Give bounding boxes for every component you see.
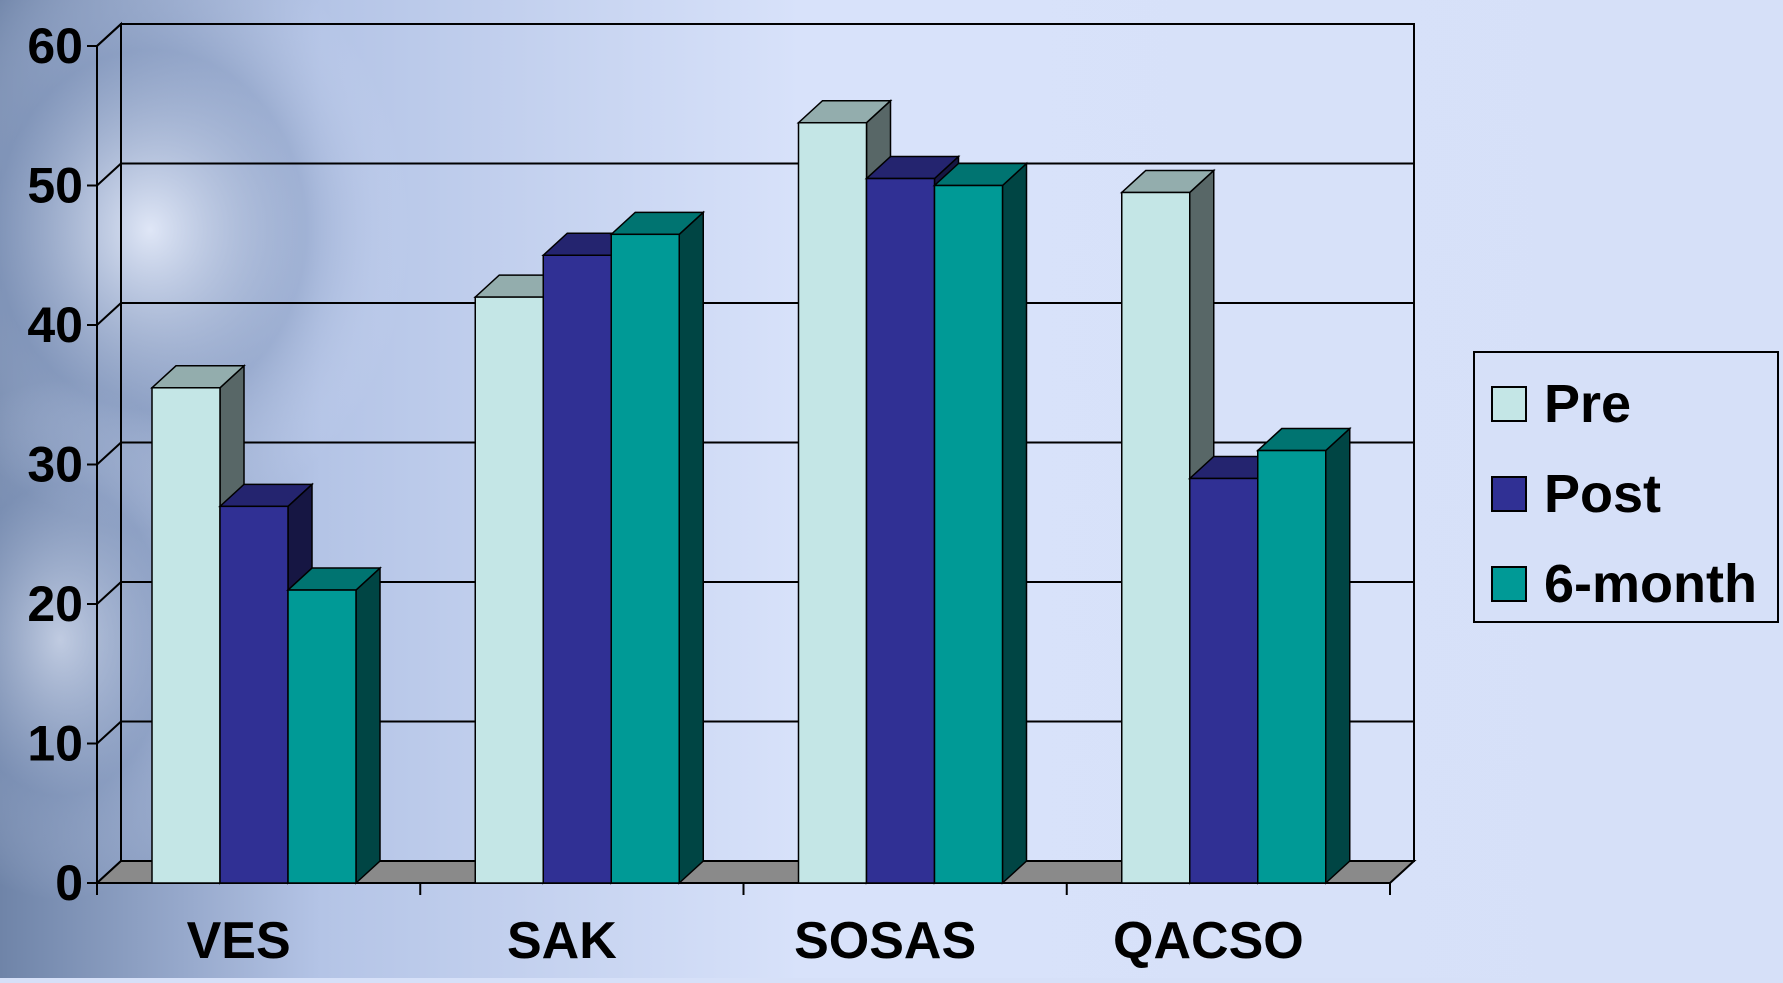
y-tick-label: 60 xyxy=(27,18,83,74)
y-tick-label: 50 xyxy=(27,158,83,214)
legend-label: Post xyxy=(1544,464,1661,524)
gridline-side xyxy=(96,720,122,745)
x-tick-label: QACSO xyxy=(1113,912,1304,970)
bar-6-month-sak xyxy=(609,210,706,885)
y-tick-label: 10 xyxy=(27,716,83,772)
legend-swatch xyxy=(1491,476,1527,512)
bar-6-month-qacso xyxy=(1255,426,1352,885)
legend-swatch xyxy=(1491,566,1527,602)
legend: Pre Post 6-month xyxy=(1473,351,1779,623)
bar-6-month-sosas xyxy=(932,161,1029,885)
y-tick-label: 30 xyxy=(27,437,83,493)
gridline-side xyxy=(96,162,122,187)
legend-item: Post xyxy=(1491,464,1661,524)
x-tick-label: VES xyxy=(187,912,291,970)
x-tick-labels: VES SAK SOSAS QACSO xyxy=(96,883,1391,970)
y-tick-label: 0 xyxy=(55,855,83,911)
legend-label: Pre xyxy=(1544,374,1631,434)
legend-swatch xyxy=(1491,386,1527,422)
x-tick-label: SAK xyxy=(507,912,617,970)
y-tick-labels: 0 10 20 30 40 50 60 xyxy=(27,18,97,911)
gridline-side xyxy=(96,302,122,326)
legend-label: 6-month xyxy=(1544,554,1757,614)
bar-6-month-ves xyxy=(286,566,382,885)
y-tick-label: 20 xyxy=(27,576,83,632)
gridline-side xyxy=(96,441,122,466)
y-tick-label: 40 xyxy=(27,297,83,353)
legend-item: Pre xyxy=(1491,374,1631,434)
gridline-side xyxy=(96,23,122,47)
bars xyxy=(150,99,1352,885)
legend-item: 6-month xyxy=(1491,554,1757,614)
x-tick-label: SOSAS xyxy=(794,912,976,970)
gridline-side xyxy=(96,581,122,605)
